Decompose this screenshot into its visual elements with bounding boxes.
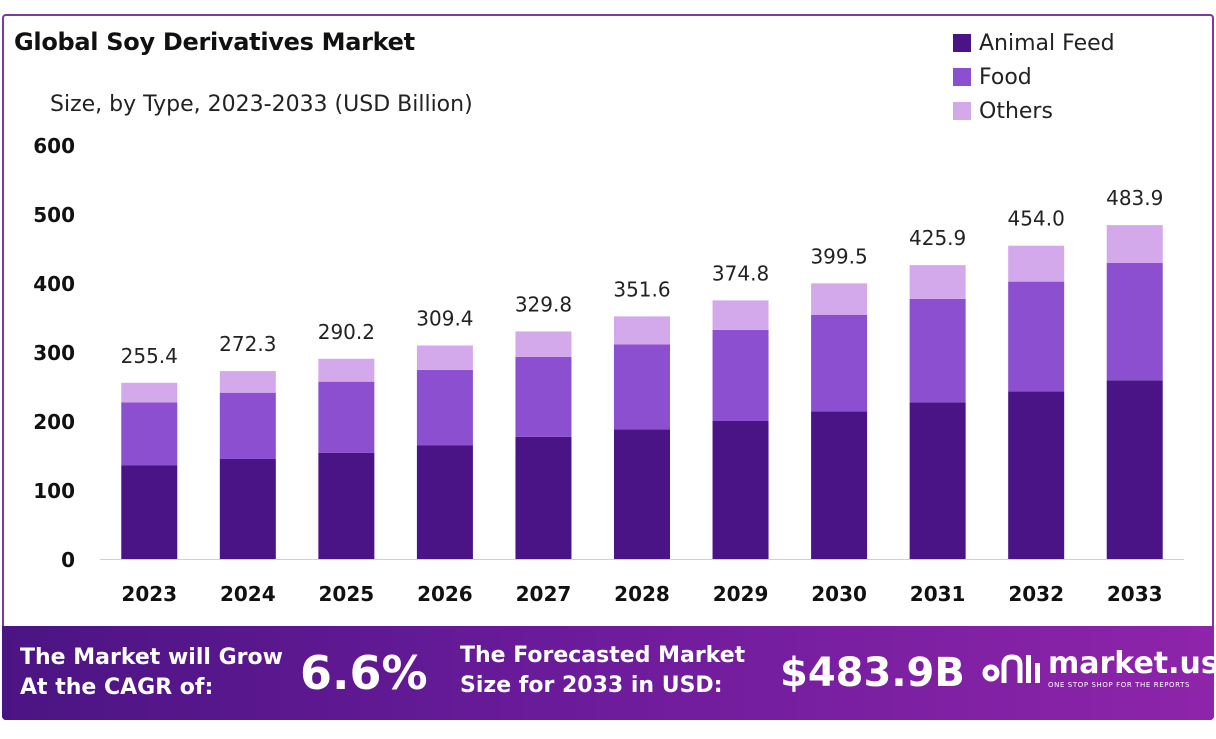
bar-animal-feed-2023 [121,465,178,559]
bar-others-2025 [318,358,375,382]
market-us-logo-icon [982,654,1040,683]
total-label-2028: 351.6 [613,277,670,301]
total-label-2024: 272.3 [219,332,276,356]
legend-label-others: Others [979,98,1053,124]
legend-label-animal-feed: Animal Feed [979,30,1115,56]
bar-food-2031 [909,298,966,403]
bar-others-2027 [515,331,572,357]
total-label-2023: 255.4 [121,344,178,368]
bar-animal-feed-2025 [318,452,375,559]
bar-food-2026 [416,369,473,446]
x-tick-label-2023: 2023 [121,582,177,606]
bar-animal-feed-2027 [515,436,572,559]
y-tick-label-0: 0 [61,548,75,572]
total-label-2025: 290.2 [318,320,375,344]
forecast-label-line-1: The Forecasted Market [460,643,746,668]
x-tick-label-2027: 2027 [516,582,572,606]
chart-title: Global Soy Derivatives Market [14,28,415,56]
total-label-2029: 374.8 [712,261,769,285]
y-tick-label-200: 200 [33,410,75,434]
legend-label-food: Food [979,64,1032,90]
bar-food-2032 [1008,281,1065,392]
bar-others-2026 [416,345,473,370]
bar-food-2027 [515,356,572,437]
bar-animal-feed-2028 [614,429,670,559]
cagr-label-line-1: The Market will Grow [20,645,283,670]
legend-item-food: Food [953,60,1115,94]
bar-others-2024 [219,371,276,393]
legend-swatch-food [953,68,971,86]
cagr-label-line-2: At the CAGR of: [20,675,214,700]
bar-animal-feed-2024 [219,458,276,559]
total-label-2033: 483.9 [1106,186,1163,210]
total-label-2027: 329.8 [515,292,572,316]
y-tick-label-600: 600 [33,134,75,158]
bar-others-2033 [1106,225,1163,263]
bar-others-2032 [1008,245,1065,282]
forecast-label: The Forecasted Market Size for 2033 in U… [460,641,745,701]
market-us-logo: market.us ONE STOP SHOP FOR THE REPORTS [982,648,1216,690]
bar-food-2024 [219,392,276,459]
total-label-2031: 425.9 [909,226,966,250]
x-tick-label-2030: 2030 [811,582,867,606]
bar-others-2029 [712,300,769,330]
legend-swatch-animal-feed [953,34,971,52]
total-label-2026: 309.4 [416,307,473,331]
x-tick-label-2028: 2028 [614,582,670,606]
x-tick-label-2024: 2024 [220,582,276,606]
bar-animal-feed-2029 [712,421,769,559]
legend-swatch-others [953,102,971,120]
bar-food-2028 [614,344,670,430]
total-label-2032: 454.0 [1008,207,1065,231]
bar-animal-feed-2031 [909,402,966,559]
bar-others-2030 [811,283,868,315]
y-tick-label-500: 500 [33,203,75,227]
bar-chart: 0 100 200 300 400 500 600 255.4 2023 272.3 2024 290… [33,134,1184,606]
bar-animal-feed-2030 [811,411,868,559]
x-tick-label-2033: 2033 [1107,582,1163,606]
cagr-value: 6.6% [300,646,428,700]
cagr-label: The Market will Grow At the CAGR of: [20,643,283,703]
bar-others-2031 [909,265,966,299]
legend-item-animal-feed: Animal Feed [953,26,1115,60]
x-tick-label-2032: 2032 [1008,582,1064,606]
bar-animal-feed-2033 [1106,380,1163,559]
y-tick-label-100: 100 [33,479,75,503]
bar-animal-feed-2032 [1008,391,1065,559]
x-tick-label-2029: 2029 [713,582,769,606]
bar-food-2029 [712,329,769,421]
y-tick-label-300: 300 [33,341,75,365]
legend-item-others: Others [953,94,1115,128]
bar-others-2028 [614,316,670,345]
brand-name: market.us [1048,646,1216,681]
bar-animal-feed-2026 [416,445,473,559]
brand-tagline: ONE STOP SHOP FOR THE REPORTS [1048,681,1191,689]
x-tick-label-2025: 2025 [319,582,375,606]
bar-food-2030 [811,314,868,412]
x-tick-label-2031: 2031 [910,582,966,606]
chart-legend: Animal Feed Food Others [953,26,1115,128]
forecast-value: $483.9B [780,650,965,696]
bar-food-2033 [1106,262,1163,381]
total-label-2030: 399.5 [810,244,867,268]
chart-subtitle: Size, by Type, 2023-2033 (USD Billion) [50,92,473,117]
y-tick-label-400: 400 [33,272,75,296]
x-tick-label-2026: 2026 [417,582,473,606]
bar-food-2025 [318,381,375,453]
summary-banner: The Market will Grow At the CAGR of: 6.6… [2,626,1216,720]
bar-food-2023 [121,402,178,466]
bar-others-2023 [121,382,178,403]
forecast-label-line-2: Size for 2033 in USD: [460,673,723,698]
